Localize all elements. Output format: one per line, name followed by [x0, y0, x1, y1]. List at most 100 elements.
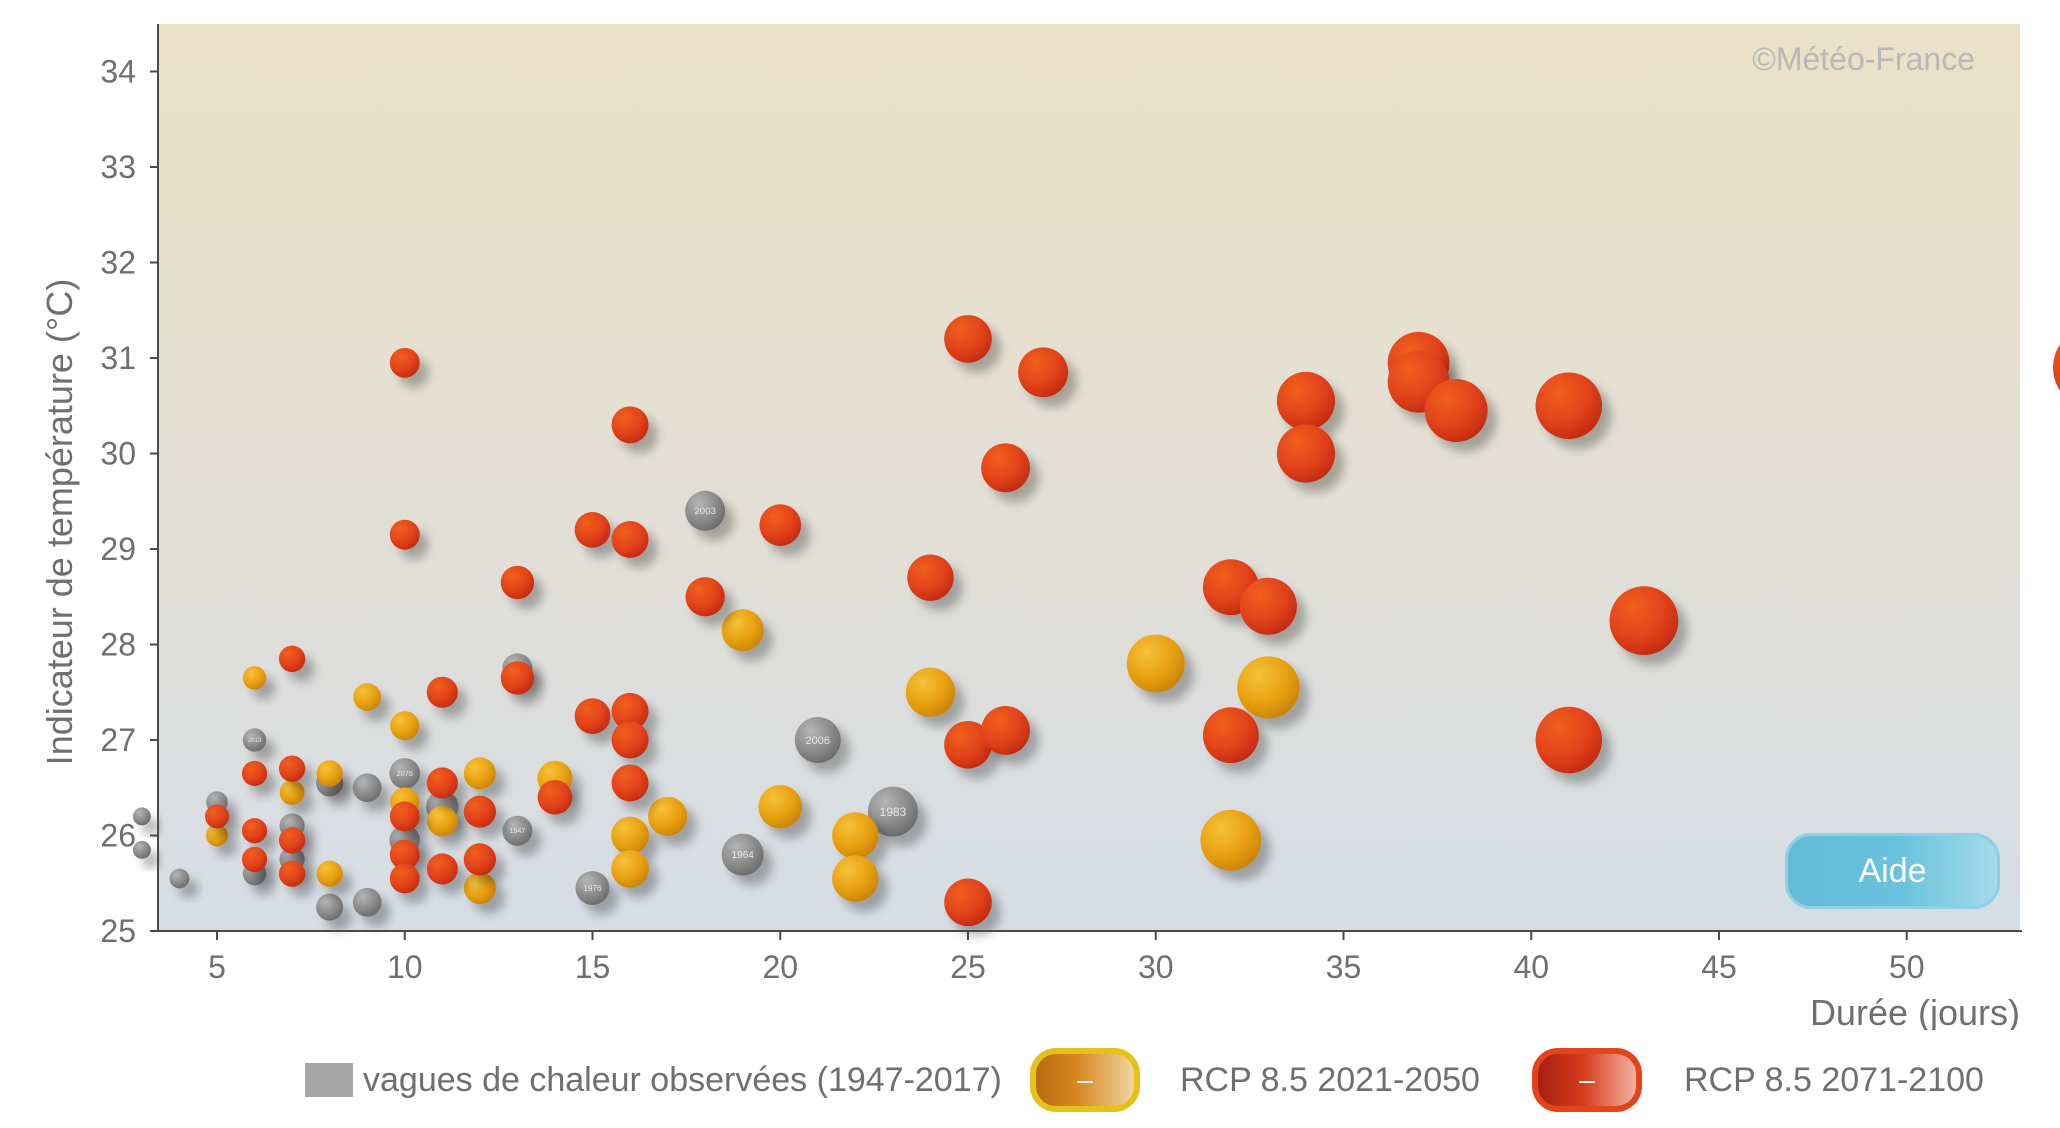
- rcp-2071-2100-bubble[interactable]: [981, 706, 1030, 755]
- rcp-2071-2100-bubble[interactable]: [241, 846, 268, 872]
- rcp-2071-2100-bubble[interactable]: [463, 843, 496, 876]
- rcp-2021-2050-bubble[interactable]: [316, 860, 343, 887]
- legend-label-rcp-2071-2100: RCP 8.5 2071-2100: [1684, 1060, 1984, 1099]
- rcp-2071-2100-bubble[interactable]: [278, 645, 306, 673]
- rcp-2021-2050-bubble[interactable]: [758, 785, 803, 829]
- rcp-2071-2100-bubble[interactable]: [1276, 371, 1336, 431]
- rcp-2071-2100-bubble[interactable]: [611, 692, 649, 730]
- rcp-2071-2100-bubble[interactable]: [463, 795, 496, 828]
- rcp-2021-2050-bubble[interactable]: [1237, 656, 1300, 719]
- rcp-2071-2100-bubble[interactable]: [1276, 424, 1336, 483]
- rcp-2071-2100-bubble[interactable]: [426, 676, 458, 708]
- rcp-2071-2100-bubble[interactable]: [537, 779, 573, 815]
- rcp-2071-2100-bubble[interactable]: [1535, 706, 1603, 774]
- help-button[interactable]: Aide: [1785, 833, 2000, 909]
- rcp-2071-2100-bubble[interactable]: [389, 839, 420, 870]
- rcp-2071-2100-bubble[interactable]: [1018, 347, 1069, 398]
- legend-label-observed: vagues de chaleur observées (1947-2017): [363, 1060, 1002, 1099]
- observed-bubble[interactable]: [352, 773, 382, 803]
- observed-bubble[interactable]: [502, 815, 533, 846]
- rcp-2071-2100-bubble[interactable]: [426, 767, 458, 799]
- rcp-2021-2050-bubble[interactable]: [905, 667, 956, 717]
- rcp-2071-2100-bubble[interactable]: [241, 760, 268, 787]
- copyright-text: ©Météo-France: [1752, 41, 1975, 77]
- rcp-2071-2100-bubble[interactable]: [1202, 707, 1259, 764]
- rcp-2021-2050-bubble[interactable]: [206, 824, 228, 847]
- legend-label-item-rcp-2071-2100: RCP 8.5 2071-2100: [1684, 1040, 1984, 1120]
- observed-bubble[interactable]: [169, 868, 190, 889]
- legend-label-item-rcp-2021-2050: RCP 8.5 2021-2050: [1180, 1040, 1480, 1120]
- rcp-2071-2100-bubble[interactable]: [205, 804, 229, 829]
- rcp-2071-2100-bubble[interactable]: [278, 755, 306, 782]
- observed-bubble[interactable]: [794, 717, 841, 763]
- legend-item-observed[interactable]: vagues de chaleur observées (1947-2017): [305, 1040, 1002, 1120]
- rcp-2071-2100-bubble[interactable]: [944, 878, 992, 927]
- rcp-2021-2050-bubble[interactable]: [1200, 809, 1262, 871]
- rcp-2071-2100-bubble[interactable]: [278, 860, 306, 887]
- bubble-year-label: 1983: [880, 805, 907, 819]
- y-tick-label: 27: [100, 722, 136, 758]
- rcp-2021-2050-bubble[interactable]: [832, 855, 879, 902]
- y-tick-label: 25: [100, 913, 136, 949]
- rcp-2071-2100-bubble[interactable]: [389, 863, 420, 894]
- rcp-2021-2050-bubble[interactable]: [611, 816, 649, 855]
- rcp-2021-2050-bubble[interactable]: [721, 609, 764, 652]
- rcp-2071-2100-bubble[interactable]: [611, 406, 649, 444]
- observed-bubble[interactable]: [721, 833, 764, 876]
- rcp-2021-2050-bubble[interactable]: [647, 796, 688, 837]
- rcp-2071-2100-bubble[interactable]: [944, 720, 992, 769]
- rcp-2021-2050-bubble[interactable]: [611, 850, 649, 888]
- rcp-2071-2100-bubble[interactable]: [1609, 586, 1679, 656]
- rcp-2071-2100-bubble[interactable]: [1424, 379, 1488, 442]
- rcp-2021-2050-bubble[interactable]: [463, 871, 496, 905]
- rcp-2071-2100-bubble[interactable]: [389, 519, 420, 550]
- rcp-2021-2050-bubble[interactable]: [832, 812, 879, 859]
- rcp-2071-2100-bubble[interactable]: [574, 512, 611, 548]
- observed-bubble[interactable]: [352, 887, 382, 917]
- rcp-2071-2100-bubble[interactable]: [426, 853, 458, 885]
- observed-bubble[interactable]: [132, 807, 151, 826]
- x-tick-label: 5: [208, 949, 226, 985]
- rcp-2071-2100-bubble[interactable]: [278, 827, 306, 854]
- rcp-2071-2100-bubble[interactable]: [685, 577, 725, 617]
- rcp-2071-2100-bubble[interactable]: [981, 443, 1030, 493]
- rcp-2071-2100-bubble[interactable]: [611, 721, 649, 759]
- rcp-2071-2100-bubble[interactable]: [389, 347, 420, 378]
- observed-bubble[interactable]: [867, 786, 918, 837]
- rcp-2071-2100-bubble[interactable]: [907, 554, 954, 601]
- rcp-2021-2050-bubble[interactable]: [242, 666, 267, 690]
- x-tick-label: 15: [575, 949, 611, 985]
- x-tick-label: 50: [1889, 949, 1925, 985]
- rcp-2071-2100-bubble[interactable]: [611, 764, 649, 802]
- observed-bubble[interactable]: [575, 871, 610, 906]
- toggle-rcp-2021-2050[interactable]: –: [1030, 1048, 1140, 1112]
- rcp-2021-2050-series: [206, 609, 1300, 905]
- x-tick-label: 10: [387, 949, 423, 985]
- y-axis-ticks: 25 26 27 28 29 30 31 32 33 34: [100, 54, 158, 949]
- rcp-2071-2100-bubble[interactable]: [1239, 577, 1297, 635]
- rcp-2071-2100-bubble[interactable]: [500, 661, 535, 695]
- rcp-2071-2100-bubble[interactable]: [389, 801, 420, 832]
- rcp-2021-2050-bubble[interactable]: [426, 805, 458, 837]
- rcp-2071-2100-bubble[interactable]: [1535, 372, 1603, 439]
- toggle-rcp-2071-2100[interactable]: –: [1532, 1048, 1642, 1112]
- rcp-2021-2050-bubble[interactable]: [353, 683, 382, 711]
- rcp-2071-2100-bubble[interactable]: [611, 520, 649, 558]
- rcp-2071-2100-bubble[interactable]: [759, 504, 802, 546]
- rcp-2071-2100-bubble[interactable]: [574, 698, 611, 735]
- observed-bubble[interactable]: [685, 490, 726, 531]
- rcp-2071-2100-bubble[interactable]: [2053, 326, 2060, 409]
- observed-bubble[interactable]: [132, 840, 151, 859]
- rcp-2021-2050-bubble[interactable]: [316, 760, 343, 787]
- observed-bubble[interactable]: [389, 758, 421, 789]
- rcp-2071-2100-bubble[interactable]: [241, 818, 268, 844]
- rcp-2021-2050-bubble[interactable]: [1126, 634, 1185, 693]
- rcp-2071-2100-bubble[interactable]: [500, 565, 535, 600]
- observed-bubble[interactable]: [242, 728, 267, 752]
- rcp-2021-2050-bubble[interactable]: [279, 780, 305, 805]
- rcp-2021-2050-bubble[interactable]: [463, 757, 496, 790]
- rcp-2021-2050-bubble[interactable]: [390, 711, 420, 741]
- observed-bubble[interactable]: [316, 893, 344, 921]
- bubble-year-label: 1947: [509, 826, 525, 835]
- rcp-2071-2100-bubble[interactable]: [944, 315, 992, 363]
